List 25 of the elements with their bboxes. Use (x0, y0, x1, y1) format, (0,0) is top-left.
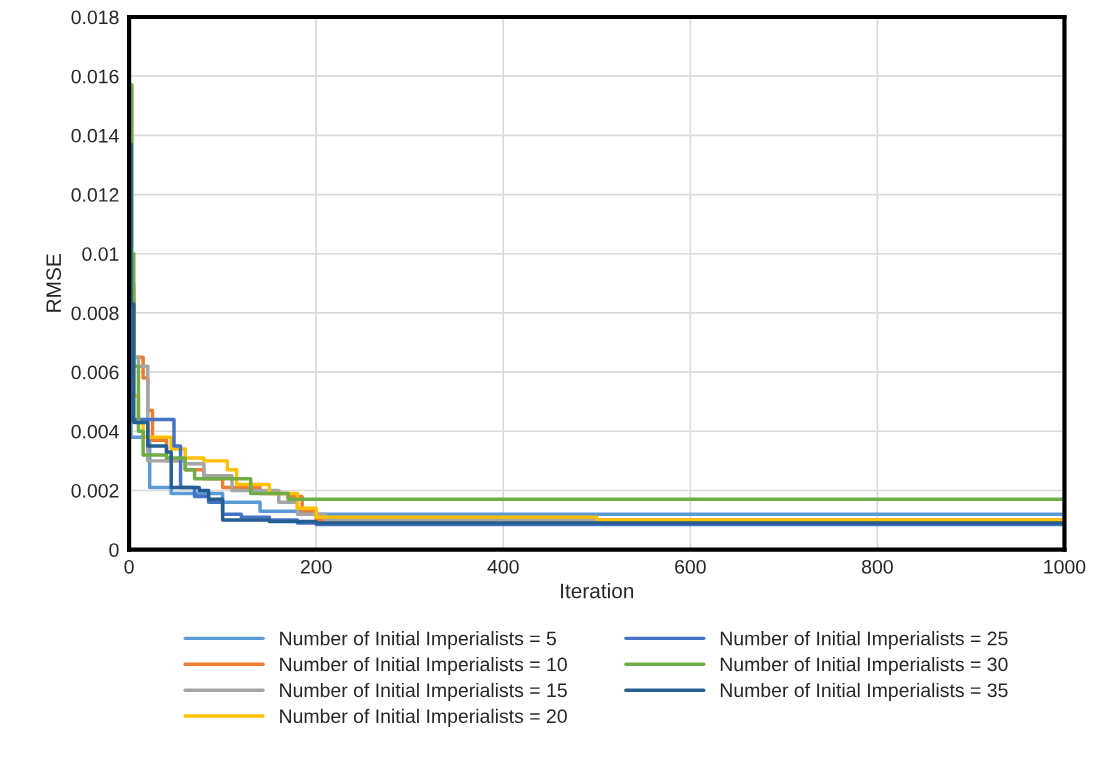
x-tick-label: 0 (124, 559, 134, 574)
x-tick-label: 800 (862, 559, 893, 574)
legend-label: Number of Initial Imperialists = 15 (280, 682, 567, 702)
y-tick-label: 0.01 (82, 247, 119, 261)
legend-label: Number of Initial Imperialists = 35 (720, 682, 1008, 702)
y-tick-label: 0 (109, 543, 119, 557)
legend-label: Number of Initial Imperialists = 30 (720, 656, 1008, 676)
legend-label: Number of Initial Imperialists = 20 (280, 708, 567, 727)
y-tick-label: 0.002 (71, 483, 119, 498)
x-tick-label: 400 (487, 559, 519, 574)
x-tick-label: 1000 (1044, 559, 1086, 574)
y-tick-label: 0.004 (71, 424, 119, 439)
y-tick-label: 0.018 (71, 10, 119, 25)
y-tick-label: 0.016 (71, 69, 119, 84)
x-axis-title: Iteration (561, 583, 634, 599)
legend-label: Number of Initial Imperialists = 10 (280, 656, 567, 676)
x-tick-label: 600 (675, 559, 706, 574)
y-axis-title: RMSE (46, 254, 62, 312)
y-tick-label: 0.012 (71, 188, 119, 202)
y-tick-label: 0.014 (71, 128, 119, 143)
legend-label: Number of Initial Imperialists = 25 (720, 631, 1008, 650)
y-tick-label: 0.006 (71, 365, 119, 380)
legend-label: Number of Initial Imperialists = 5 (280, 631, 556, 650)
x-tick-label: 200 (300, 559, 332, 574)
y-tick-label: 0.008 (71, 306, 119, 321)
